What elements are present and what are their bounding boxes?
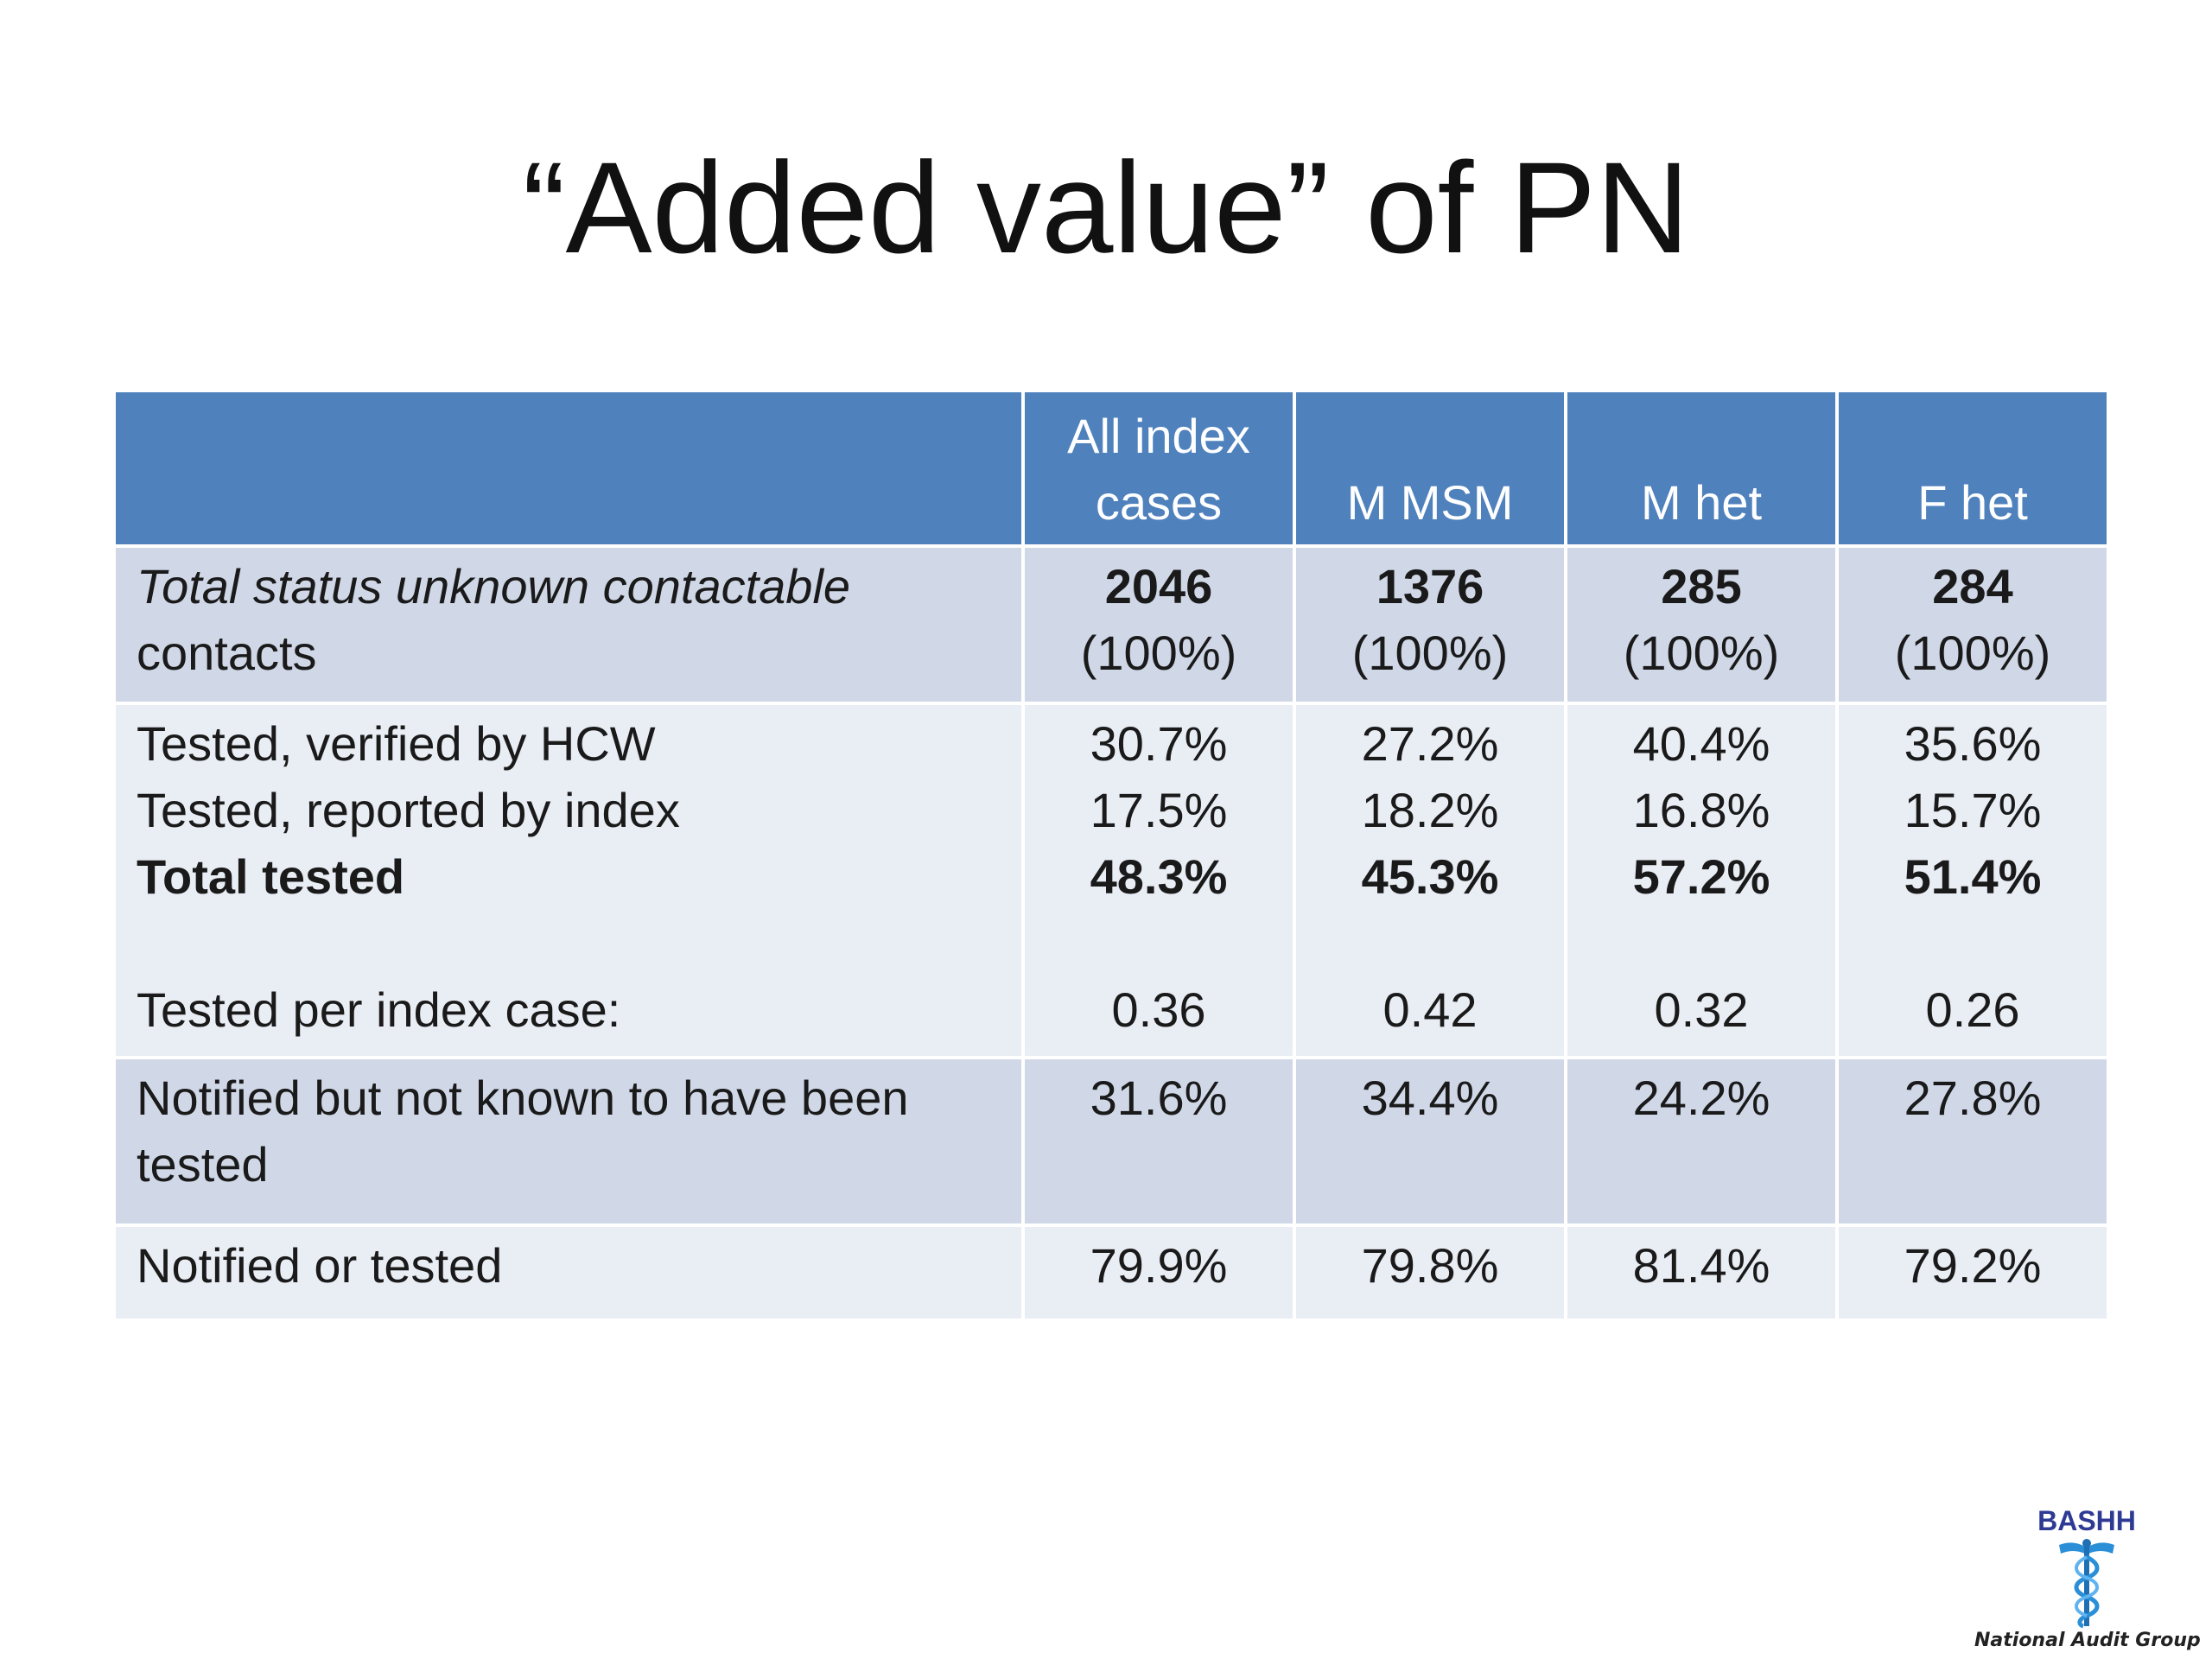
header-m-msm: M MSM — [1293, 389, 1567, 548]
percent-value: (100%) — [1351, 626, 1509, 680]
count-value: 1376 — [1376, 559, 1484, 613]
header-row: All index cases M MSM M het F het — [112, 389, 2110, 548]
table-row-status-unknown: Total status unknown contactable contact… — [112, 544, 2110, 705]
header-f-het: F het — [1835, 389, 2110, 548]
reported-value: 17.5% — [1090, 783, 1228, 837]
notified-value: 27.8% — [1904, 1071, 2042, 1125]
notified-or-tested-value: 81.4% — [1632, 1238, 1770, 1293]
header-line: All index — [1067, 409, 1250, 463]
label-per-index: Tested per index case: — [137, 982, 621, 1037]
table-cell: 79.8% — [1293, 1224, 1567, 1322]
count-value: 285 — [1661, 559, 1742, 613]
table-cell: 79.9% — [1021, 1224, 1296, 1322]
header-line: M het — [1640, 475, 1763, 530]
per-index-value: 0.32 — [1654, 982, 1749, 1037]
slide-title: “Added value” of PN — [522, 135, 1690, 280]
count-value: 284 — [1932, 559, 2013, 613]
header-line: cases — [1095, 475, 1223, 530]
reported-value: 15.7% — [1904, 783, 2042, 837]
table-cell: 24.2% — [1564, 1056, 1839, 1227]
table-cell: 284 (100%) — [1835, 544, 2110, 705]
table-cell: 1376 (100%) — [1293, 544, 1567, 705]
notified-or-tested-value: 79.9% — [1090, 1238, 1228, 1293]
spacer — [1025, 910, 1293, 976]
reported-value: 18.2% — [1361, 783, 1499, 837]
header-line: M MSM — [1346, 475, 1514, 530]
row-label-line: Total status unknown contactable — [137, 559, 851, 613]
table-cell: 81.4% — [1564, 1224, 1839, 1322]
row-label-line: contacts — [137, 626, 317, 680]
total-tested-value: 48.3% — [1090, 849, 1228, 904]
row-label-text: Notified but not known to have been test… — [137, 1071, 909, 1192]
percent-value: (100%) — [1894, 626, 2051, 680]
spacer — [1296, 910, 1564, 976]
table-cell: 79.2% — [1835, 1224, 2110, 1322]
spacer — [1567, 910, 1835, 976]
table-cell: 34.4% — [1293, 1056, 1567, 1227]
logo-name: BASHH — [2037, 1505, 2136, 1536]
logo-tagline: National Audit Group — [1974, 1630, 2201, 1651]
total-tested-value: 51.4% — [1904, 849, 2042, 904]
percent-value: (100%) — [1623, 626, 1780, 680]
table-row-notified-or-tested: Notified or tested 79.9% 79.8% 81.4% 79.… — [112, 1224, 2110, 1322]
count-value: 2046 — [1104, 559, 1213, 613]
table-cell: 2046 (100%) — [1021, 544, 1296, 705]
table-cell: 285 (100%) — [1564, 544, 1839, 705]
verified-value: 27.2% — [1361, 716, 1499, 771]
notified-value: 24.2% — [1632, 1071, 1770, 1125]
per-index-value: 0.42 — [1382, 982, 1478, 1037]
bashh-logo: BASHH National Audit Group — [1974, 1469, 2201, 1651]
row-label: Tested, verified by HCW Tested, reported… — [112, 702, 1025, 1059]
row-label: Total status unknown contactable contact… — [112, 544, 1025, 705]
percent-value: (100%) — [1080, 626, 1237, 680]
table-row-tested: Tested, verified by HCW Tested, reported… — [112, 702, 2110, 1059]
verified-value: 30.7% — [1090, 716, 1228, 771]
notified-value: 31.6% — [1090, 1071, 1228, 1125]
caduceus-icon — [2059, 1539, 2114, 1629]
table-cell: 31.6% — [1021, 1056, 1296, 1227]
table-cell: 35.6% 15.7% 51.4% 0.26 — [1835, 702, 2110, 1059]
per-index-value: 0.36 — [1111, 982, 1206, 1037]
row-label: Notified but not known to have been test… — [112, 1056, 1025, 1227]
header-empty — [112, 389, 1025, 548]
per-index-value: 0.26 — [1925, 982, 2020, 1037]
verified-value: 40.4% — [1632, 716, 1770, 771]
total-tested-value: 57.2% — [1632, 849, 1770, 904]
notified-or-tested-value: 79.8% — [1361, 1238, 1499, 1293]
table-cell: 40.4% 16.8% 57.2% 0.32 — [1564, 702, 1839, 1059]
spacer — [137, 910, 1011, 976]
verified-value: 35.6% — [1904, 716, 2042, 771]
header-line: F het — [1917, 475, 2028, 530]
header-all-index-cases: All index cases — [1021, 389, 1296, 548]
label-verified: Tested, verified by HCW — [137, 716, 656, 771]
row-label: Notified or tested — [112, 1224, 1025, 1322]
notified-value: 34.4% — [1361, 1071, 1499, 1125]
reported-value: 16.8% — [1632, 783, 1770, 837]
label-reported: Tested, reported by index — [137, 783, 680, 837]
table-row-notified: Notified but not known to have been test… — [112, 1056, 2110, 1227]
notified-or-tested-value: 79.2% — [1904, 1238, 2042, 1293]
table-cell: 27.2% 18.2% 45.3% 0.42 — [1293, 702, 1567, 1059]
header-m-het: M het — [1564, 389, 1839, 548]
label-total-tested: Total tested — [137, 849, 405, 904]
table-cell: 30.7% 17.5% 48.3% 0.36 — [1021, 702, 1296, 1059]
total-tested-value: 45.3% — [1361, 849, 1499, 904]
results-table: All index cases M MSM M het F het Total … — [112, 389, 2110, 1322]
spacer — [1839, 910, 2107, 976]
table-cell: 27.8% — [1835, 1056, 2110, 1227]
row-label-text: Notified or tested — [137, 1238, 503, 1293]
